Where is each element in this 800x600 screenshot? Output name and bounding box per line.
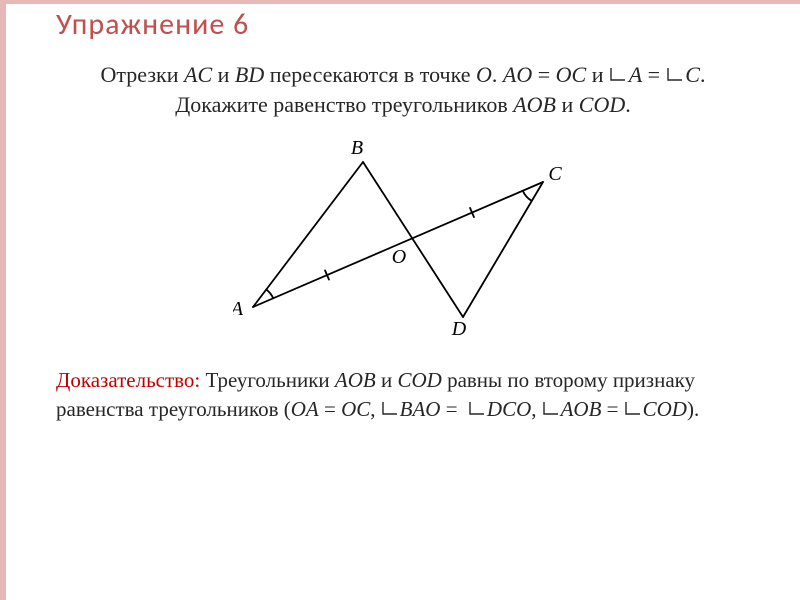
proof-oc: OC	[341, 397, 370, 421]
proof-frag: ,	[370, 397, 381, 421]
task-cod: COD	[579, 92, 625, 117]
svg-text:B: B	[351, 137, 363, 159]
task-frag: и	[586, 62, 609, 87]
angle-icon	[609, 66, 628, 84]
svg-text:A: A	[233, 298, 244, 320]
proof-cod: COD	[397, 368, 441, 392]
svg-text:C: C	[548, 163, 562, 185]
angle-icon	[542, 400, 560, 417]
angle-icon	[468, 400, 486, 417]
task-frag: и	[212, 62, 235, 87]
task-frag: =	[642, 62, 665, 87]
task-frag: =	[532, 62, 555, 87]
task-frag: .	[625, 92, 631, 117]
proof-text: Доказательство: Треугольники AOB и COD р…	[6, 350, 800, 423]
slide: Упражнение 6 Отрезки AC и BD пересекаютс…	[0, 0, 800, 600]
geometry-figure: A B C D O	[233, 137, 573, 337]
angle-icon	[624, 400, 642, 417]
task-frag: Отрезки	[101, 62, 184, 87]
task-ao: AO	[503, 62, 532, 87]
task-aob: AOB	[513, 92, 556, 117]
proof-frag: =	[601, 397, 623, 421]
task-frag: .	[492, 62, 503, 87]
slide-title: Упражнение 6	[56, 6, 249, 43]
proof-frag: ).	[687, 397, 699, 421]
proof-aob: AOB	[335, 368, 376, 392]
svg-text:O: O	[392, 246, 406, 268]
proof-frag: ,	[531, 397, 542, 421]
proof-frag: =	[440, 397, 462, 421]
proof-frag: и	[376, 368, 398, 392]
proof-aob2: AOB	[561, 397, 602, 421]
task-c: C	[685, 62, 700, 87]
angle-icon	[666, 66, 685, 84]
svg-text:D: D	[451, 318, 467, 337]
proof-dco: DCO	[487, 397, 531, 421]
task-ac: AC	[184, 62, 212, 87]
task-oc: OC	[556, 62, 587, 87]
figure-container: A B C D O	[6, 119, 800, 350]
angle-icon	[381, 400, 399, 417]
proof-frag: Треугольники	[200, 368, 335, 392]
task-text: Отрезки AC и BD пересекаются в точке O. …	[6, 50, 800, 119]
proof-frag: =	[319, 397, 341, 421]
proof-oa: OA	[291, 397, 319, 421]
title-underline	[6, 0, 800, 4]
proof-label: Доказательство:	[56, 368, 200, 392]
task-o: O	[476, 62, 492, 87]
task-a: A	[629, 62, 642, 87]
task-frag: пересекаются в точке	[264, 62, 476, 87]
task-bd: BD	[235, 62, 264, 87]
proof-cod2: COD	[643, 397, 687, 421]
title-bar: Упражнение 6	[6, 0, 800, 50]
proof-bao: BAO	[400, 397, 441, 421]
task-frag: и	[556, 92, 579, 117]
